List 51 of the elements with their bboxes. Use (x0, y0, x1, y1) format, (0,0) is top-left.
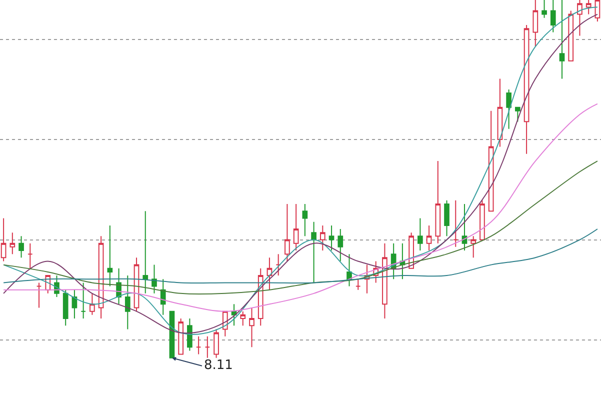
candlestick (480, 200, 485, 240)
candlestick (524, 24, 530, 154)
candlestick (418, 218, 423, 251)
candlestick (346, 254, 352, 287)
candlestick (107, 224, 113, 287)
candlestick (426, 224, 432, 251)
candlestick (124, 275, 130, 330)
candlestick (231, 304, 237, 326)
candlestick (249, 307, 254, 348)
candlestick (214, 328, 219, 358)
candlestick (80, 282, 86, 319)
candlestick (444, 200, 450, 237)
candlestick (515, 106, 520, 122)
candlestick (506, 88, 512, 130)
candlestick (328, 224, 334, 251)
candlestick (10, 232, 16, 255)
candlestick (462, 203, 468, 251)
candlestick (196, 336, 202, 355)
candlestick (497, 78, 503, 148)
candlestick (72, 289, 78, 319)
candlestick (338, 228, 344, 262)
candlestick (550, 0, 556, 33)
candlestick (36, 282, 42, 308)
candlestick (320, 224, 326, 251)
candlestick (142, 210, 148, 294)
candlestick (240, 310, 246, 326)
candlestick (488, 110, 494, 212)
candlestick (311, 221, 316, 284)
candlestick (293, 203, 299, 251)
candlestick (302, 203, 308, 237)
candlestick (266, 257, 272, 290)
candlestick (276, 254, 282, 276)
candlestick (452, 200, 458, 248)
candlestick (559, 0, 565, 80)
candlestick (178, 318, 184, 355)
candlestick (435, 160, 441, 244)
candlestick (355, 278, 361, 290)
candlestick (568, 10, 574, 62)
candlestick (204, 336, 210, 358)
candlestick (382, 242, 388, 319)
candlestick (27, 242, 33, 269)
candlestick (542, 0, 547, 18)
candlestick (470, 236, 476, 258)
candlestick (90, 292, 95, 316)
annotation: 8.11 (204, 358, 233, 373)
candlestick (152, 264, 157, 294)
candlestick (284, 203, 290, 262)
candlestick (160, 278, 166, 316)
candlestick (187, 318, 192, 352)
candlestick (62, 289, 68, 326)
candlestick (18, 236, 24, 258)
